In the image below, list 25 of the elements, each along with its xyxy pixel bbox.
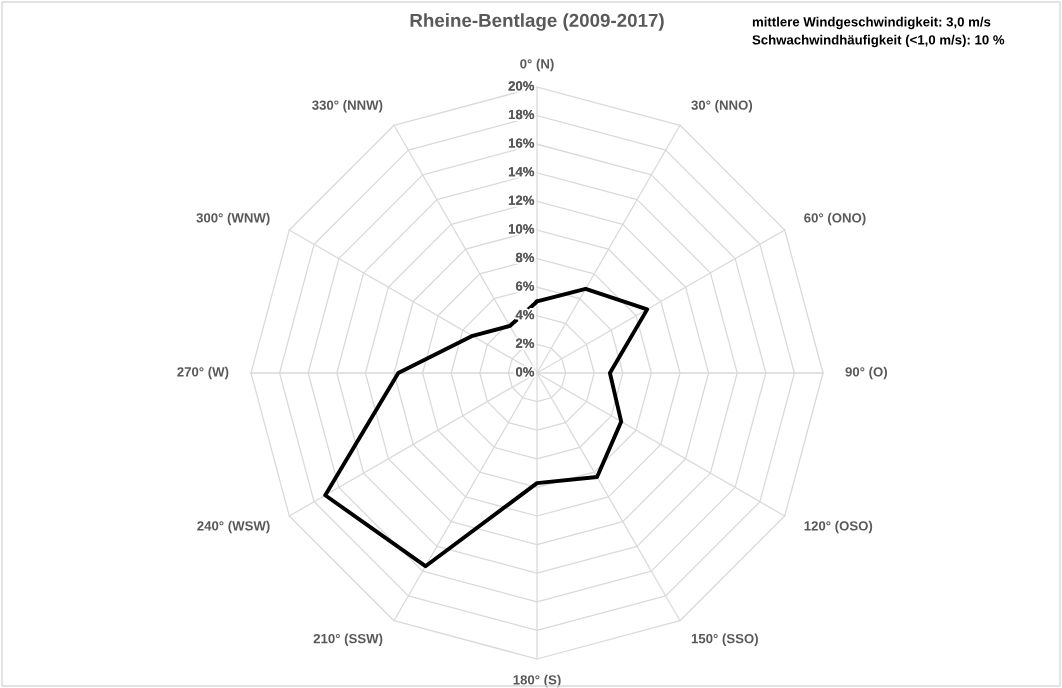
spoke-label: 270° (W): [177, 366, 229, 380]
y-tick-label: 20%: [508, 81, 535, 91]
spoke-label: 30° (NNO): [691, 100, 753, 113]
y-tick-label: 10%: [508, 224, 535, 234]
y-tick-label: 12%: [508, 195, 535, 205]
spoke-label: 60° (ONO): [804, 212, 866, 226]
y-tick-label: 16%: [508, 138, 535, 148]
spoke-label: 120° (OSO): [804, 520, 873, 534]
spoke-label: 180° (S): [513, 674, 561, 688]
y-tick-label: 8%: [515, 252, 535, 263]
spoke-label: 210° (SSW): [313, 633, 383, 646]
spoke-label: 0° (N): [520, 58, 554, 72]
y-tick-label: 2%: [515, 338, 535, 348]
y-tick-label: 0%: [515, 367, 535, 377]
spoke-label: 330° (NNW): [312, 100, 383, 113]
text: mittlere Windgeschwindigkeit: 3,0 m/s: [752, 16, 991, 30]
y-tick-label: 14%: [508, 167, 535, 177]
spoke-label: 300° (WNW): [196, 212, 270, 226]
spoke-label: 150° (SSO): [691, 633, 758, 646]
spoke-label: 90° (O): [845, 366, 888, 380]
y-tick-label: 18%: [508, 109, 535, 120]
chart-title: Rheine-Bentlage (2009-2017): [410, 13, 664, 31]
y-tick-label: 6%: [515, 281, 535, 291]
text: Schwachwindhäufigkeit (<1,0 m/s): 10 %: [752, 34, 1005, 48]
spoke-label: 240° (WSW): [197, 520, 270, 534]
